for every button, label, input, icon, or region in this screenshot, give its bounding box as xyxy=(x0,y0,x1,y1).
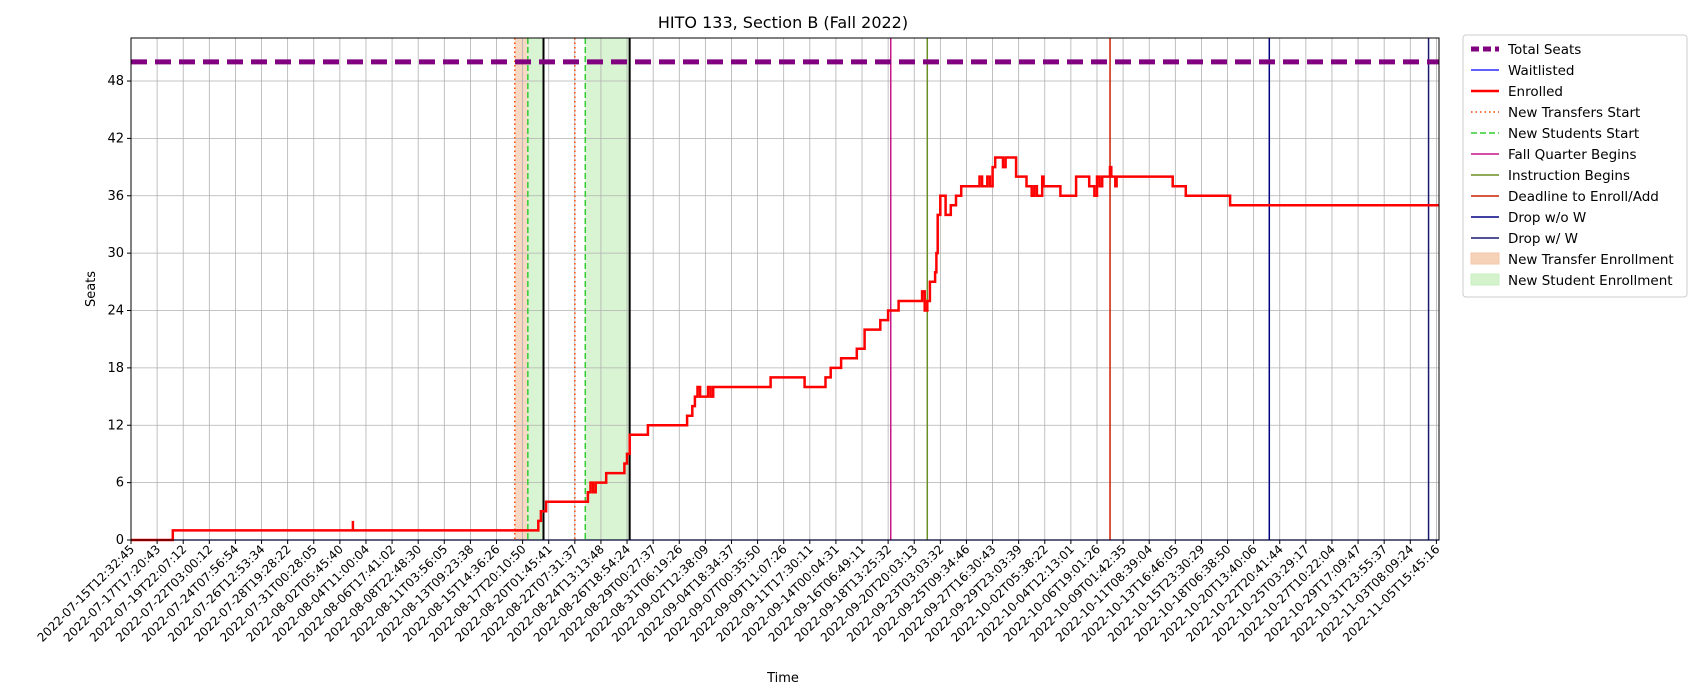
x-axis-ticks: 2022-07-15T12:32:452022-07-17T17:20:4320… xyxy=(35,540,1443,645)
shaded-region-1 xyxy=(527,38,544,540)
legend-label: Deadline to Enroll/Add xyxy=(1508,189,1659,205)
shaded-region-2 xyxy=(585,38,630,540)
y-tick-label: 30 xyxy=(107,246,124,261)
y-tick-label: 24 xyxy=(107,304,124,319)
legend-swatch xyxy=(1470,252,1500,265)
plot-background xyxy=(131,38,1439,540)
legend-label: Enrolled xyxy=(1508,84,1563,100)
x-axis-label: Time xyxy=(766,671,799,686)
legend-label: Instruction Begins xyxy=(1508,168,1630,184)
y-tick-label: 42 xyxy=(107,131,124,146)
legend-label: Fall Quarter Begins xyxy=(1508,147,1637,163)
shaded-region-0 xyxy=(514,38,528,540)
y-tick-label: 0 xyxy=(116,533,124,548)
event-lines xyxy=(514,38,1430,540)
y-axis-ticks: 0 6 12 18 24 30 36 42 48 xyxy=(107,74,131,548)
y-tick-label: 18 xyxy=(107,361,124,376)
plot-border xyxy=(130,37,1440,541)
y-tick-label: 6 xyxy=(116,476,124,491)
grid-lines xyxy=(130,38,1439,541)
legend-label: New Transfer Enrollment xyxy=(1508,252,1674,268)
legend: Total Seats Waitlisted Enrolled New Transfe… xyxy=(1462,34,1688,298)
legend-label: Total Seats xyxy=(1507,42,1581,58)
legend-label: Drop w/o W xyxy=(1508,210,1586,226)
shaded-regions xyxy=(514,38,630,540)
legend-label: New Students Start xyxy=(1508,126,1639,142)
plot-area xyxy=(131,38,1439,540)
y-tick-label: 48 xyxy=(107,74,124,89)
y-tick-label: 36 xyxy=(107,189,124,204)
chart-title: HITO 133, Section B (Fall 2022) xyxy=(658,13,908,32)
legend-label: Waitlisted xyxy=(1508,63,1575,79)
y-tick-label: 12 xyxy=(107,418,124,433)
enrolled-line xyxy=(131,156,1439,542)
legend-label: New Student Enrollment xyxy=(1508,273,1673,289)
legend-box xyxy=(1462,34,1688,298)
legend-label: Drop w/ W xyxy=(1508,231,1578,247)
legend-swatch xyxy=(1470,273,1500,286)
y-axis-label: Seats xyxy=(84,271,99,307)
legend-label: New Transfers Start xyxy=(1508,105,1640,121)
plot-frame xyxy=(130,37,1440,541)
